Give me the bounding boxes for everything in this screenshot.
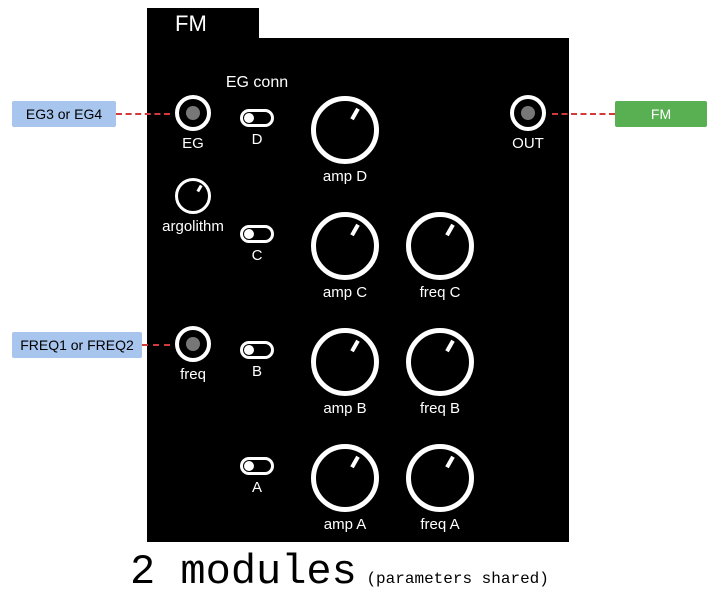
callout-freq: FREQ1 or FREQ2 xyxy=(12,332,142,358)
jack-freq-label: freq xyxy=(173,366,213,383)
knob-argolithm-label: argolithm xyxy=(158,218,228,235)
knob-argolithm[interactable] xyxy=(175,178,211,214)
knob-amp-d-label: amp D xyxy=(311,168,379,185)
jack-out[interactable] xyxy=(510,95,546,131)
caption-small: (parameters shared) xyxy=(366,570,548,588)
callout-out: FM xyxy=(615,101,707,127)
callout-eg-line xyxy=(116,113,170,115)
callout-out-line xyxy=(552,113,615,115)
jack-freq[interactable] xyxy=(175,326,211,362)
knob-freq-c[interactable] xyxy=(406,212,474,280)
knob-amp-b[interactable] xyxy=(311,328,379,396)
caption-big: 2 modules xyxy=(130,548,357,596)
jack-eg-label: EG xyxy=(175,135,211,152)
knob-amp-a-label: amp A xyxy=(311,516,379,533)
knob-freq-a[interactable] xyxy=(406,444,474,512)
stage: FM EG3 or EG4 FREQ1 or FREQ2 FM EG conn … xyxy=(0,0,728,596)
toggle-c[interactable] xyxy=(240,225,274,243)
knob-freq-b-label: freq B xyxy=(406,400,474,417)
module-tab-label: FM xyxy=(175,11,207,37)
header-eg-conn: EG conn xyxy=(221,74,293,92)
knob-amp-c-label: amp C xyxy=(311,284,379,301)
toggle-d[interactable] xyxy=(240,109,274,127)
toggle-c-label: C xyxy=(240,247,274,264)
callout-freq-line xyxy=(142,344,170,346)
toggle-d-label: D xyxy=(240,131,274,148)
toggle-b[interactable] xyxy=(240,341,274,359)
toggle-b-label: B xyxy=(240,363,274,380)
toggle-a[interactable] xyxy=(240,457,274,475)
module-tab: FM xyxy=(147,8,259,39)
knob-amp-c[interactable] xyxy=(311,212,379,280)
callout-out-text: FM xyxy=(651,106,671,122)
toggle-a-label: A xyxy=(240,479,274,496)
callout-eg-text: EG3 or EG4 xyxy=(26,106,102,122)
jack-eg[interactable] xyxy=(175,95,211,131)
caption: 2 modules (parameters shared) xyxy=(130,548,549,596)
knob-freq-c-label: freq C xyxy=(406,284,474,301)
jack-out-label: OUT xyxy=(508,135,548,152)
knob-amp-b-label: amp B xyxy=(311,400,379,417)
callout-freq-text: FREQ1 or FREQ2 xyxy=(20,337,134,353)
knob-freq-a-label: freq A xyxy=(406,516,474,533)
knob-amp-a[interactable] xyxy=(311,444,379,512)
knob-amp-d[interactable] xyxy=(311,96,379,164)
knob-freq-b[interactable] xyxy=(406,328,474,396)
callout-eg: EG3 or EG4 xyxy=(12,101,116,127)
